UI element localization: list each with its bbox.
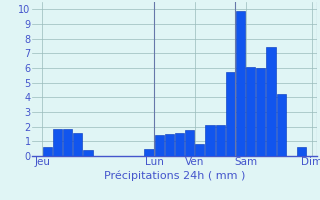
Bar: [216, 125, 225, 156]
Bar: [205, 125, 215, 156]
Bar: [256, 68, 265, 156]
Bar: [165, 134, 174, 156]
Bar: [276, 94, 286, 156]
Bar: [84, 150, 92, 156]
Bar: [63, 129, 72, 156]
Bar: [297, 147, 306, 156]
Bar: [267, 47, 276, 156]
Bar: [185, 130, 194, 156]
Bar: [175, 133, 184, 156]
Bar: [43, 147, 52, 156]
Bar: [53, 129, 62, 156]
Bar: [236, 11, 245, 156]
Bar: [246, 67, 255, 156]
Bar: [155, 135, 164, 156]
Bar: [195, 144, 204, 156]
Bar: [226, 72, 235, 156]
Bar: [144, 149, 154, 156]
Bar: [73, 133, 82, 156]
X-axis label: Précipitations 24h ( mm ): Précipitations 24h ( mm ): [104, 170, 245, 181]
